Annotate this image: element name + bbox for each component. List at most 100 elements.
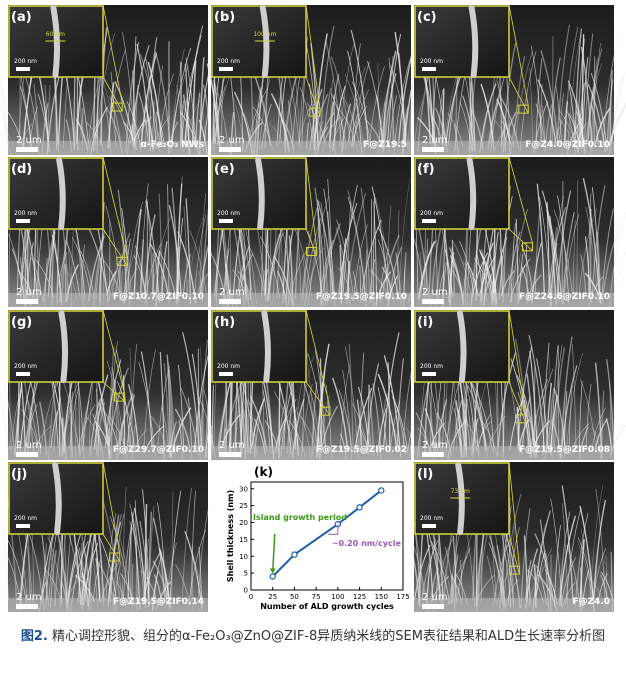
zoom-line (508, 533, 520, 575)
nanowire (601, 208, 614, 301)
inset-scale-bar (422, 524, 436, 528)
panel-label: (k) (254, 465, 273, 479)
substrate (211, 446, 411, 460)
nanowire (161, 407, 169, 449)
scale-bar-label: 2 um (16, 135, 42, 146)
zoom-line (102, 156, 128, 258)
zoom-line (305, 381, 331, 416)
nanowire (545, 382, 553, 454)
nanowire (512, 55, 526, 149)
inset-scale-label: 200 nm (420, 363, 443, 370)
nanowire (294, 77, 301, 144)
nanowire (553, 525, 561, 606)
nanowire (537, 79, 557, 146)
zoom-line (102, 533, 121, 562)
nanowire (197, 507, 209, 603)
nanowire (130, 524, 132, 603)
nanowire (548, 57, 561, 150)
nanowire (587, 193, 592, 301)
scale-bar (16, 452, 38, 457)
caption-text: 精心调控形貌、组分的α-Fe₂O₃@ZnO@ZIF-8异质纳米线的SEM表征结果… (52, 629, 606, 644)
scale-bar-label: 2 um (219, 135, 245, 146)
nanowire (189, 230, 208, 299)
nanowire (40, 377, 60, 453)
zoom-line (305, 309, 331, 408)
inset-wire (261, 310, 271, 383)
y-tick-label: 0 (244, 587, 248, 595)
nanowire (381, 51, 397, 148)
sample-label: F@Z19.5@ZIF0.10 (316, 292, 407, 302)
panel-label: (l) (417, 467, 433, 482)
zoom-line (305, 228, 317, 256)
nanowire (139, 183, 149, 302)
nanowire (553, 209, 574, 300)
nanowire (539, 83, 543, 146)
nanowire (323, 188, 336, 307)
y-tick-label: 25 (239, 502, 248, 510)
nanowire (117, 189, 128, 298)
nanowire (168, 369, 174, 450)
nanowire (540, 50, 559, 145)
nanowire (585, 63, 603, 145)
nanowire (553, 347, 566, 449)
nanowire (606, 358, 615, 451)
zoom-line (305, 4, 321, 109)
nanowire (396, 358, 404, 450)
nanowire (50, 410, 59, 449)
nanowire (449, 533, 460, 604)
zoom-line (102, 4, 123, 104)
nanowire (591, 42, 601, 152)
inset-scale-label: 200 nm (217, 58, 240, 65)
nanowire (382, 332, 400, 451)
nanowire (394, 53, 413, 147)
nanowire (198, 67, 211, 149)
nanowire (126, 394, 135, 452)
nanowire (437, 89, 444, 147)
nanowire (396, 210, 400, 302)
inset-scale-label: 200 nm (14, 210, 37, 217)
zoom-target (517, 104, 529, 114)
nanowire (498, 196, 513, 300)
nanowire (387, 362, 391, 449)
substrate (8, 446, 208, 460)
nanowire (260, 236, 281, 299)
scale-bar-label: 2 um (422, 287, 448, 298)
nanowire (339, 44, 354, 147)
y-tick-label: 15 (239, 536, 248, 544)
data-point (356, 504, 363, 511)
nanowire (133, 208, 142, 298)
nanowire (347, 97, 359, 145)
nanowire (297, 93, 318, 146)
nanowire (185, 57, 197, 151)
nanowire (313, 33, 328, 151)
nanowire (111, 260, 121, 297)
nanowire (319, 25, 335, 144)
nanowire (147, 61, 163, 147)
nanowire (308, 196, 330, 298)
panel-label: (b) (214, 10, 235, 25)
nanowire (353, 224, 368, 301)
scale-bar (16, 604, 38, 609)
caption: 图2. 精心调控形貌、组分的α-Fe₂O₃@ZnO@ZIF-8异质纳米线的SEM… (20, 626, 606, 648)
nanowire (389, 246, 403, 297)
nanowire (523, 535, 529, 602)
measure-label: 60 nm (46, 31, 65, 38)
sample-label: F@Z10.7@ZIF0.10 (113, 292, 204, 302)
nanowire (548, 387, 555, 450)
chart-panel: 0 25 50 75 100 125 150 175 0 5 10 15 20 25 30 Number of… (211, 462, 411, 612)
nanowire (2, 521, 9, 601)
nanowire (301, 200, 320, 302)
sem-panel: 200 nm (d) 2 um F@Z10.7@ZIF0.10 (8, 156, 218, 307)
nanowire (386, 205, 392, 301)
sample-label: F@Z24.6@ZIF0.10 (519, 292, 610, 302)
nanowire (171, 47, 192, 146)
nanowire (462, 261, 479, 297)
nanowire (114, 81, 135, 149)
nanowire (557, 195, 570, 304)
nanowire (556, 24, 571, 144)
measure-label: 100 nm (253, 31, 276, 38)
nanowire (360, 187, 371, 304)
zoom-target (521, 242, 533, 252)
nanowire (65, 240, 81, 297)
panel-label: (d) (11, 162, 32, 177)
